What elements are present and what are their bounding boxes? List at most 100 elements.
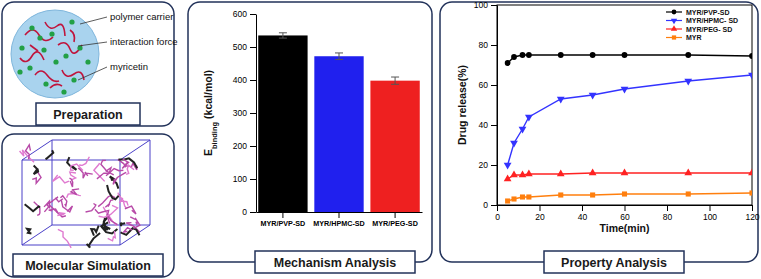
x-tick-label: 40 xyxy=(578,212,588,222)
drug-molecule xyxy=(17,69,22,74)
polymer-molecule-model xyxy=(125,206,136,214)
x-tick-mark xyxy=(667,205,668,211)
component-label: interaction force xyxy=(110,36,178,47)
x-tick-mark xyxy=(282,212,283,218)
line-plot xyxy=(504,52,752,203)
series-marker xyxy=(504,163,512,170)
x-tick: MYR/HPMC-SD xyxy=(313,212,365,228)
legend-marker xyxy=(671,19,677,25)
polymer-chain xyxy=(35,71,59,81)
drug-molecule-model xyxy=(119,158,138,168)
simulation-box xyxy=(22,140,150,245)
drug-molecule-model xyxy=(34,166,38,175)
pointer-line xyxy=(78,67,107,80)
y-tick-mark xyxy=(250,146,256,147)
polymer-molecule-model xyxy=(49,209,58,213)
legend-marker xyxy=(672,35,676,39)
polymer-chain xyxy=(45,22,65,36)
drug-molecule xyxy=(71,77,76,82)
panel-title-box: Molecular Simulation xyxy=(13,254,163,276)
box-edge xyxy=(22,225,52,245)
x-tick: 40 xyxy=(578,205,588,222)
series-marker xyxy=(621,169,629,176)
box-edge xyxy=(22,160,23,245)
legend-label: MYR xyxy=(686,34,702,41)
error-bar-line xyxy=(391,77,399,78)
y-tick: 100 xyxy=(233,174,256,184)
polymer-molecule-model xyxy=(108,231,116,241)
polymer-molecule-model xyxy=(78,168,86,178)
y-tick-label: 200 xyxy=(233,141,247,151)
y-tick-mark xyxy=(491,165,497,166)
series-marker xyxy=(621,87,629,94)
x-tick: MYR/PEG-SD xyxy=(372,212,418,228)
series-marker xyxy=(525,170,533,177)
polymer-molecule-model xyxy=(124,228,132,232)
x-tick-label: 120 xyxy=(745,212,759,222)
series-marker xyxy=(511,196,516,201)
y-tick-label: 100 xyxy=(233,174,247,184)
y-tick-label: 80 xyxy=(479,40,489,50)
molecules xyxy=(20,145,140,248)
y-axis-title-sub: binding xyxy=(210,122,219,149)
y-axis-title-main: E xyxy=(202,149,214,156)
drug-molecule xyxy=(19,45,24,50)
drug-molecule xyxy=(27,65,32,70)
series-marker xyxy=(525,115,533,122)
polymer-molecule-model xyxy=(58,229,71,248)
panel-title: Property Analysis xyxy=(561,256,667,270)
panel-title-box: Property Analysis xyxy=(544,251,684,273)
polymer-molecule-model xyxy=(69,178,72,187)
series-marker xyxy=(557,97,565,104)
y-tick: 400 xyxy=(233,75,256,85)
error-bar-line xyxy=(279,32,287,33)
y-tick-mark xyxy=(250,113,256,114)
error-bar-line xyxy=(335,52,343,53)
x-tick-mark xyxy=(625,205,626,211)
error-bar-line xyxy=(391,84,399,85)
series-marker xyxy=(589,169,597,176)
series-line xyxy=(508,193,752,201)
series-marker xyxy=(505,60,511,66)
y-tick: 40 xyxy=(479,120,497,130)
y-tick: 0 xyxy=(242,207,256,217)
x-tick-mark xyxy=(582,205,583,211)
pointer-line xyxy=(80,17,107,24)
x-axis-title: Time(min) xyxy=(600,222,650,234)
y-tick: 300 xyxy=(233,108,256,118)
y-tick-mark xyxy=(491,125,497,126)
series-line xyxy=(508,173,752,179)
drug-molecule-model xyxy=(67,157,76,170)
bar xyxy=(314,56,363,212)
series-marker xyxy=(557,170,565,177)
legend-marker xyxy=(671,25,677,31)
drug-molecule xyxy=(61,89,66,94)
simulation-panel xyxy=(2,134,174,277)
series-marker xyxy=(510,141,518,148)
x-tick: 20 xyxy=(535,205,545,222)
series-line xyxy=(508,55,752,63)
series-marker xyxy=(511,54,517,60)
drug-molecule-model xyxy=(121,228,140,235)
y-tick: 60 xyxy=(479,80,497,90)
polymer-molecule-model xyxy=(60,196,66,206)
pointer-line xyxy=(78,42,107,46)
x-tick-label: MYR/HPMC-SD xyxy=(313,219,365,228)
series-marker xyxy=(520,194,525,199)
series-marker xyxy=(590,192,595,197)
box-edge xyxy=(120,140,150,160)
y-tick-mark xyxy=(491,5,497,6)
polymer-chain xyxy=(20,52,44,62)
polymer-molecule-model xyxy=(130,217,140,228)
y-tick: 600 xyxy=(233,9,256,19)
drug-molecule xyxy=(49,31,54,36)
x-tick-label: 60 xyxy=(620,212,630,222)
x-tick-label: MYR/PEG-SD xyxy=(372,219,418,228)
y-axis-line xyxy=(497,6,498,206)
series-marker xyxy=(622,52,628,58)
x-tick: 120 xyxy=(745,205,759,222)
drug-molecule-model xyxy=(107,185,120,199)
polymer-chain xyxy=(50,84,62,88)
error-bar-line xyxy=(282,33,283,38)
y-tick-label: 600 xyxy=(233,9,247,19)
